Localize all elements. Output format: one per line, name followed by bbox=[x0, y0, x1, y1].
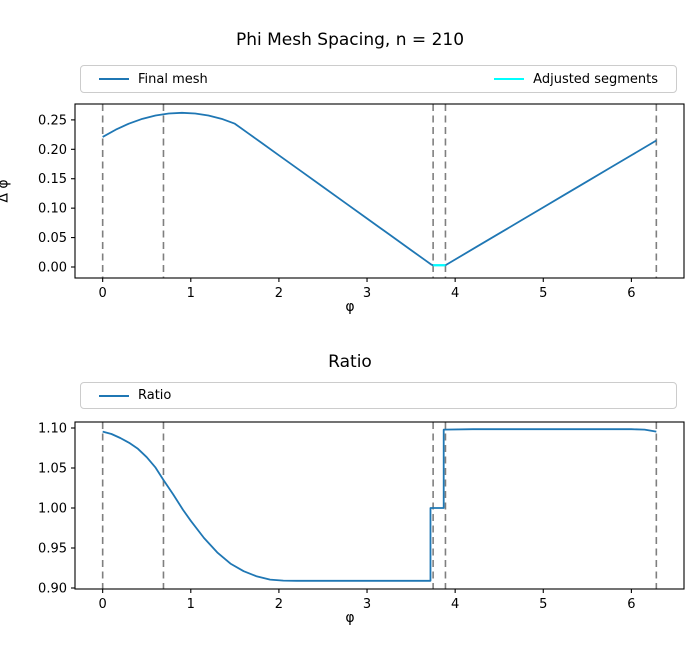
top-chart-x-tick-label: 6 bbox=[627, 286, 635, 301]
top-chart-series-final-mesh bbox=[102, 111, 657, 267]
top-chart-y-tick-label: 0.10 bbox=[38, 202, 67, 217]
bottom-chart-xlabel: φ bbox=[345, 610, 355, 626]
legend-label-adjusted-segments: Adjusted segments bbox=[533, 71, 658, 87]
top-chart-legend: Final mesh Adjusted segments bbox=[80, 65, 677, 93]
bottom-chart-y-tick-label: 0.90 bbox=[38, 582, 67, 597]
bottom-chart-x-tick-label: 2 bbox=[275, 597, 283, 612]
bottom-chart-legend: Ratio bbox=[80, 382, 677, 409]
top-chart-title: Phi Mesh Spacing, n = 210 bbox=[235, 30, 465, 50]
bottom-chart-y-tick-label: 0.95 bbox=[38, 542, 67, 557]
bottom-chart-x-tick-label: 1 bbox=[187, 597, 195, 612]
top-chart-x-tick-label: 4 bbox=[451, 286, 459, 301]
bottom-chart-title: Ratio bbox=[328, 352, 372, 372]
ratio-line-swatch bbox=[99, 394, 129, 397]
bottom-chart-x-tick-label: 6 bbox=[627, 597, 635, 612]
legend-item-final-mesh: Final mesh bbox=[99, 72, 208, 87]
bottom-chart-series-ratio bbox=[102, 428, 657, 582]
bottom-chart-x-tick-label: 0 bbox=[99, 597, 107, 612]
bottom-chart-y-tick-label: 1.00 bbox=[38, 502, 67, 517]
top-chart-x-tick-label: 0 bbox=[99, 286, 107, 301]
bottom-chart-x-tick-label: 3 bbox=[363, 597, 371, 612]
adjusted-segments-line-swatch bbox=[494, 78, 525, 80]
top-chart-y-tick-label: 0.05 bbox=[38, 231, 67, 246]
bottom-chart-y-tick-label: 1.10 bbox=[38, 422, 67, 437]
final-mesh-line-swatch bbox=[99, 78, 129, 80]
top-chart-x-tick-label: 1 bbox=[187, 286, 195, 301]
legend-item-adjusted-segments: Adjusted segments bbox=[494, 72, 658, 87]
top-chart-y-tick-label: 0.25 bbox=[38, 113, 67, 128]
bottom-chart-x-tick-label: 4 bbox=[451, 597, 459, 612]
top-chart-x-tick-label: 2 bbox=[275, 286, 283, 301]
top-chart-y-tick-label: 0.00 bbox=[38, 260, 67, 275]
bottom-chart-y-tick-label: 1.05 bbox=[38, 462, 67, 477]
legend-label-ratio: Ratio bbox=[138, 388, 172, 403]
top-chart-xlabel: φ bbox=[345, 299, 355, 315]
bottom-chart-x-tick-label: 5 bbox=[539, 597, 547, 612]
top-chart-axes-spines bbox=[74, 103, 685, 279]
legend-label-final-mesh: Final mesh bbox=[138, 71, 208, 87]
top-chart-y-tick-label: 0.15 bbox=[38, 172, 67, 187]
top-chart-y-tick-label: 0.20 bbox=[38, 143, 67, 158]
bottom-chart-axes-spines bbox=[74, 421, 685, 590]
top-chart-x-tick-label: 5 bbox=[539, 286, 547, 301]
legend-item-ratio: Ratio bbox=[99, 388, 171, 403]
top-chart-x-tick-label: 3 bbox=[363, 286, 371, 301]
